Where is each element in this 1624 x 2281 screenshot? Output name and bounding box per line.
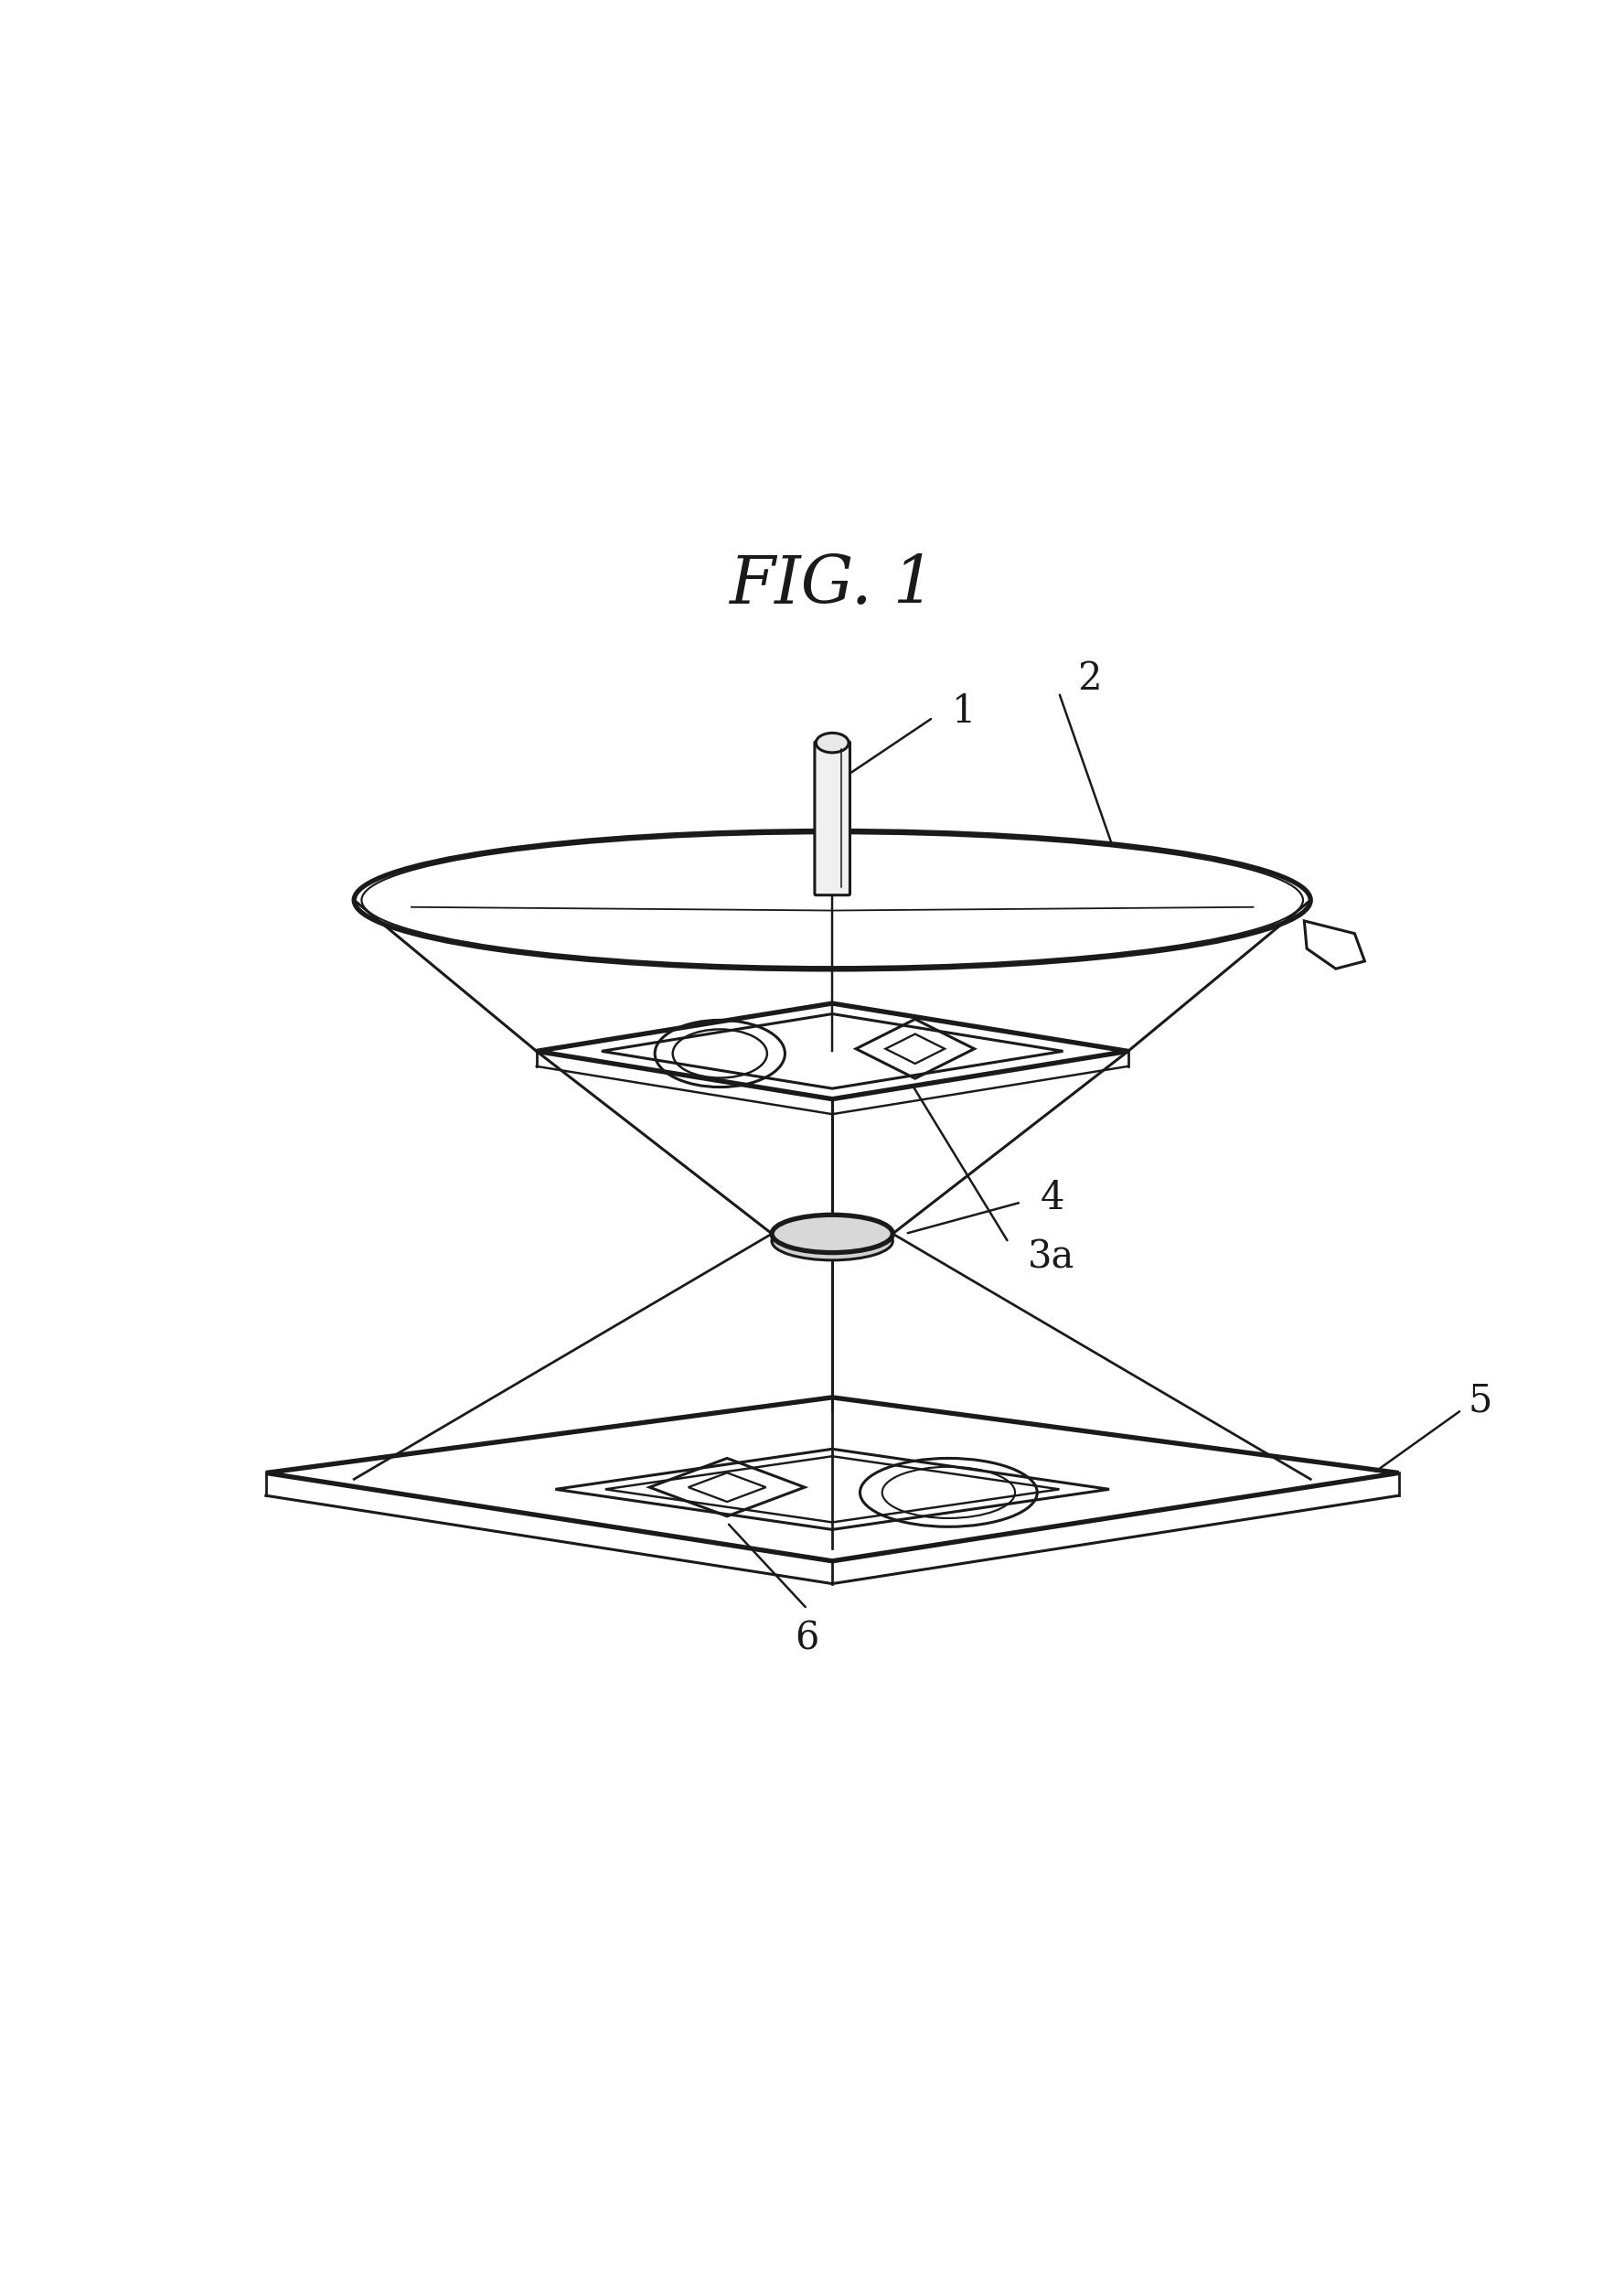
Polygon shape [266,1398,1398,1560]
Text: 4: 4 [1039,1179,1064,1218]
Text: 2: 2 [1078,659,1103,698]
FancyBboxPatch shape [815,741,849,894]
Ellipse shape [815,732,849,753]
Text: 1: 1 [952,691,976,730]
Polygon shape [1304,922,1364,969]
Ellipse shape [771,1216,893,1252]
Ellipse shape [771,1223,893,1259]
Text: FIG. 1: FIG. 1 [729,554,935,618]
Text: 6: 6 [796,1620,818,1658]
Ellipse shape [362,833,1302,967]
Polygon shape [536,1004,1129,1099]
Text: 3a: 3a [1028,1239,1075,1275]
Text: 5: 5 [1468,1382,1492,1421]
